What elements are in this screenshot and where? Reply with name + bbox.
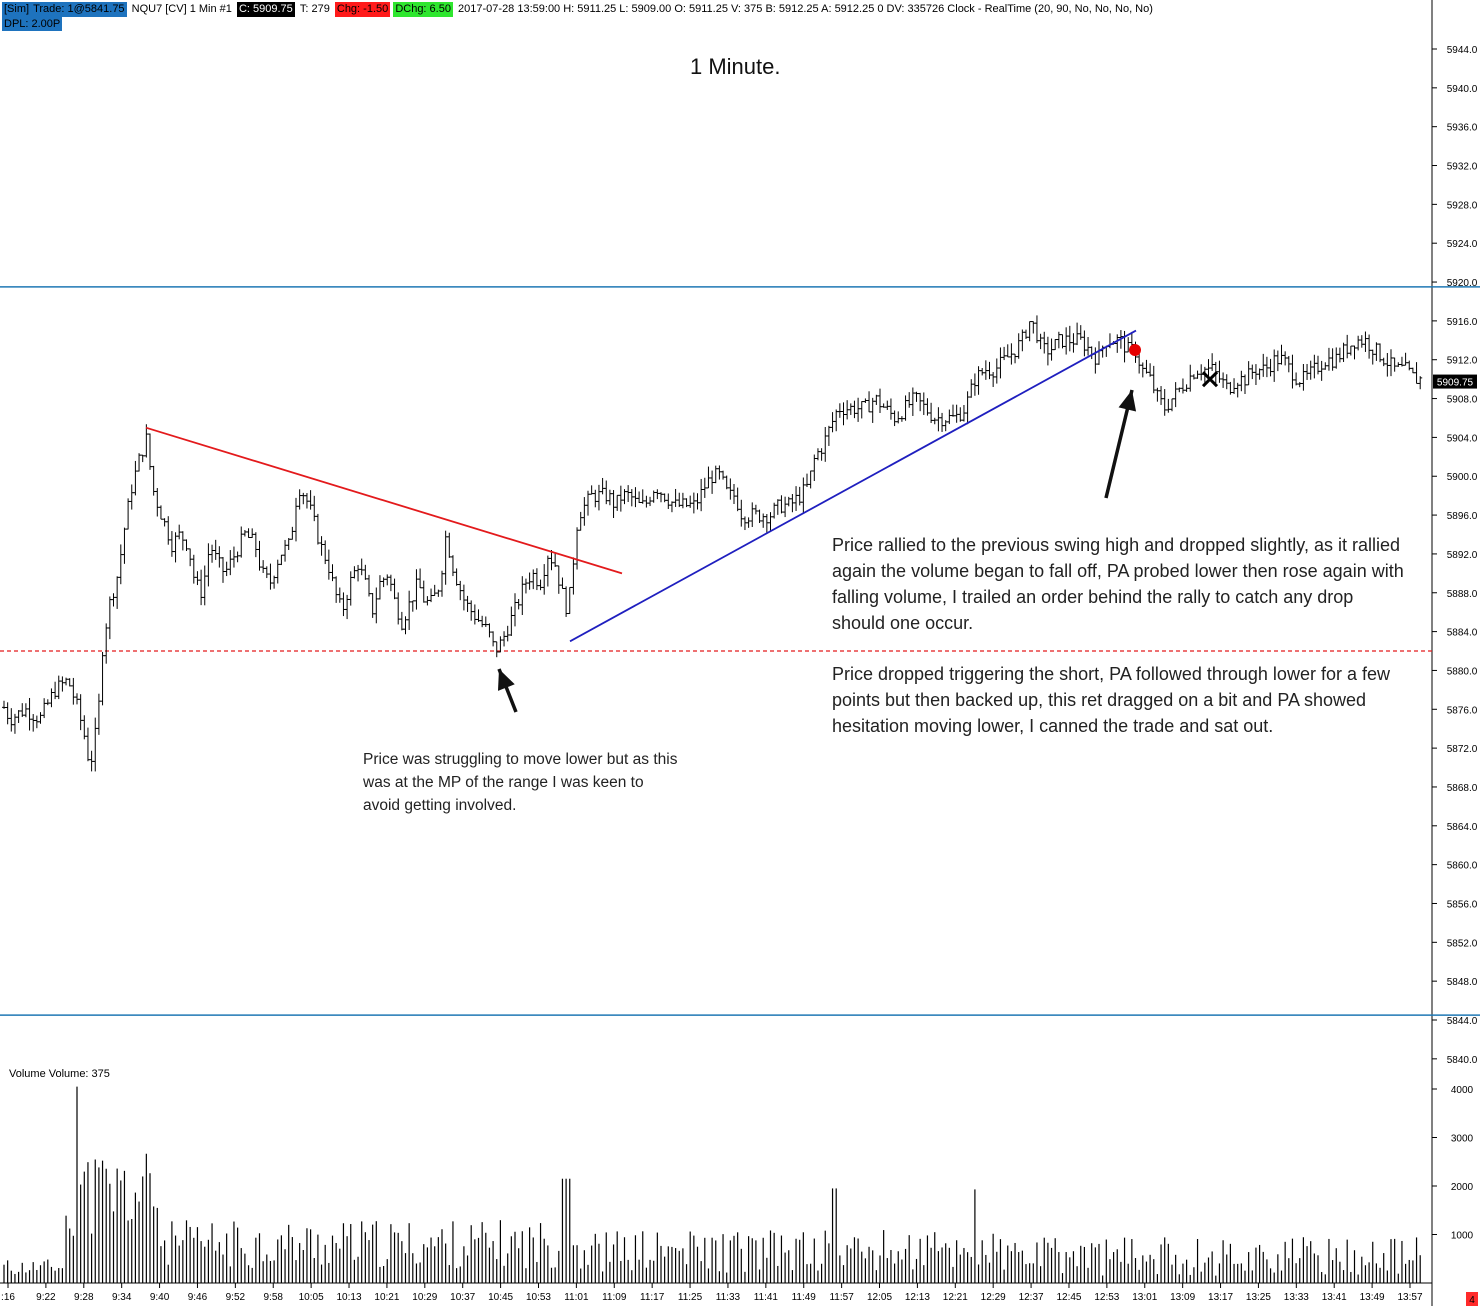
price-tick-label: 5876.0 <box>1447 705 1478 716</box>
price-tick-label: 5924.0 <box>1447 239 1478 250</box>
annotation-note-2: Price rallied to the previous swing high… <box>832 535 1404 633</box>
chg-label: Chg: -1.50 <box>334 2 391 17</box>
time-tick-label: 11:17 <box>640 1292 665 1303</box>
time-tick-label: 11:33 <box>716 1292 741 1303</box>
time-tick-label: 13:17 <box>1208 1292 1233 1303</box>
price-tick-label: 5880.0 <box>1447 666 1478 677</box>
volume-tick-label: 2000 <box>1451 1182 1474 1193</box>
time-tick-label: 9:34 <box>112 1292 132 1303</box>
ticks-label: T: 279 <box>299 3 330 15</box>
time-tick-label: 11:41 <box>754 1292 779 1303</box>
stats-label: 2017-07-28 13:59:00 H: 5911.25 L: 5909.0… <box>458 3 1153 15</box>
exit-marker <box>1201 371 1219 388</box>
time-tick-label: 10:05 <box>299 1292 324 1303</box>
time-tick-label: 11:25 <box>678 1292 703 1303</box>
time-tick-label: 11:01 <box>564 1292 589 1303</box>
price-tick-label: 5892.0 <box>1447 550 1478 561</box>
symbol-label: NQU7 [CV] 1 Min #1 <box>131 3 232 15</box>
price-tick-label: 5940.0 <box>1447 84 1478 95</box>
time-tick-label: 11:09 <box>602 1292 627 1303</box>
corner-badge <box>1466 1292 1478 1306</box>
price-tick-label: 5860.0 <box>1447 861 1478 872</box>
price-tick-label: 5928.0 <box>1447 200 1478 211</box>
time-tick-label: 9:46 <box>188 1292 208 1303</box>
time-tick-label: 13:57 <box>1397 1292 1422 1303</box>
time-tick-label: 12:37 <box>1019 1292 1044 1303</box>
annotation-arrowhead <box>1118 390 1137 412</box>
price-tick-label: 5852.0 <box>1447 938 1478 949</box>
price-tick-label: 5944.0 <box>1447 45 1478 56</box>
time-tick-label: 9:28 <box>74 1292 94 1303</box>
price-tick-label: 5932.0 <box>1447 162 1478 173</box>
time-tick-label: 12:21 <box>943 1292 968 1303</box>
annotation-arrowhead <box>497 669 515 691</box>
current-price-tag <box>1433 374 1477 389</box>
time-tick-label: 13:25 <box>1246 1292 1271 1303</box>
price-tick-label: 5908.0 <box>1447 395 1478 406</box>
time-tick-label: 10:45 <box>488 1292 513 1303</box>
chart-title: 1 Minute. <box>690 54 781 79</box>
price-tick-label: 5840.0 <box>1447 1055 1478 1066</box>
annotation-note-1: Price was struggling to move lower but a… <box>363 751 678 814</box>
price-tick-label: 5936.0 <box>1447 123 1478 134</box>
time-tick-label: 9:52 <box>226 1292 246 1303</box>
price-tick-label: 5888.0 <box>1447 589 1478 600</box>
time-tick-label: 9:58 <box>264 1292 284 1303</box>
time-tick-label: 13:33 <box>1284 1292 1309 1303</box>
time-tick-label: 12:45 <box>1056 1292 1081 1303</box>
current-price-tag-label: 5909.75 <box>1437 378 1474 389</box>
time-tick-label: 10:37 <box>450 1292 475 1303</box>
price-tick-label: 5912.0 <box>1447 356 1478 367</box>
volume-tick-label: 3000 <box>1451 1134 1474 1145</box>
red-trend-line <box>145 426 623 575</box>
price-tick-label: 5848.0 <box>1447 977 1478 988</box>
price-tick-label: 5920.0 <box>1447 278 1478 289</box>
time-tick-label: 10:53 <box>526 1292 551 1303</box>
price-tick-label: 5904.0 <box>1447 433 1478 444</box>
volume-label: Volume Volume: 375 <box>9 1068 110 1080</box>
time-tick-label: 10:13 <box>337 1292 362 1303</box>
price-tick-label: 5916.0 <box>1447 317 1478 328</box>
price-tick-label: 5844.0 <box>1447 1016 1478 1027</box>
time-tick-label: 13:09 <box>1170 1292 1195 1303</box>
price-tick-label: 5872.0 <box>1447 744 1478 755</box>
time-tick-label: 10:29 <box>412 1292 437 1303</box>
price-tick-label: 5864.0 <box>1447 822 1478 833</box>
time-tick-label: 13:49 <box>1360 1292 1385 1303</box>
entry-marker <box>1129 344 1141 357</box>
time-tick-label: 13:41 <box>1322 1292 1347 1303</box>
blue-trend-line <box>569 329 1137 643</box>
time-tick-label: 10:21 <box>374 1292 399 1303</box>
time-tick-label: 9:22 <box>36 1292 56 1303</box>
corner-badge-label: 4 <box>1469 1295 1475 1306</box>
volume-tick-label: 4000 <box>1451 1085 1474 1096</box>
time-tick-label: :16 <box>1 1292 15 1303</box>
dchg-label: DChg: 6.50 <box>393 2 453 17</box>
trade-label: Trade: 1@5841.75 <box>31 2 127 17</box>
chart-header: [Sim] Trade: 1@5841.75 NQU7 [CV] 1 Min #1… <box>2 2 1155 17</box>
price-tick-label: 5900.0 <box>1447 472 1478 483</box>
time-tick-label: 13:01 <box>1132 1292 1157 1303</box>
volume-tick-label: 1000 <box>1451 1231 1474 1242</box>
time-tick-label: 12:53 <box>1094 1292 1119 1303</box>
dpl-label: DPL: 2.00P <box>2 17 63 31</box>
sim-label: [Sim] <box>2 2 32 17</box>
annotation-note-3: Price dropped triggering the short, PA f… <box>832 664 1390 736</box>
close-label: C: 5909.75 <box>236 2 295 17</box>
price-tick-label: 5856.0 <box>1447 899 1478 910</box>
time-tick-label: 9:40 <box>150 1292 170 1303</box>
price-tick-label: 5896.0 <box>1447 511 1478 522</box>
time-tick-label: 11:57 <box>829 1292 854 1303</box>
price-tick-label: 5868.0 <box>1447 783 1478 794</box>
price-tick-label: 5884.0 <box>1447 628 1478 639</box>
time-tick-label: 12:05 <box>867 1292 892 1303</box>
time-tick-label: 12:13 <box>905 1292 930 1303</box>
time-tick-label: 11:49 <box>792 1292 817 1303</box>
time-tick-label: 12:29 <box>981 1292 1006 1303</box>
